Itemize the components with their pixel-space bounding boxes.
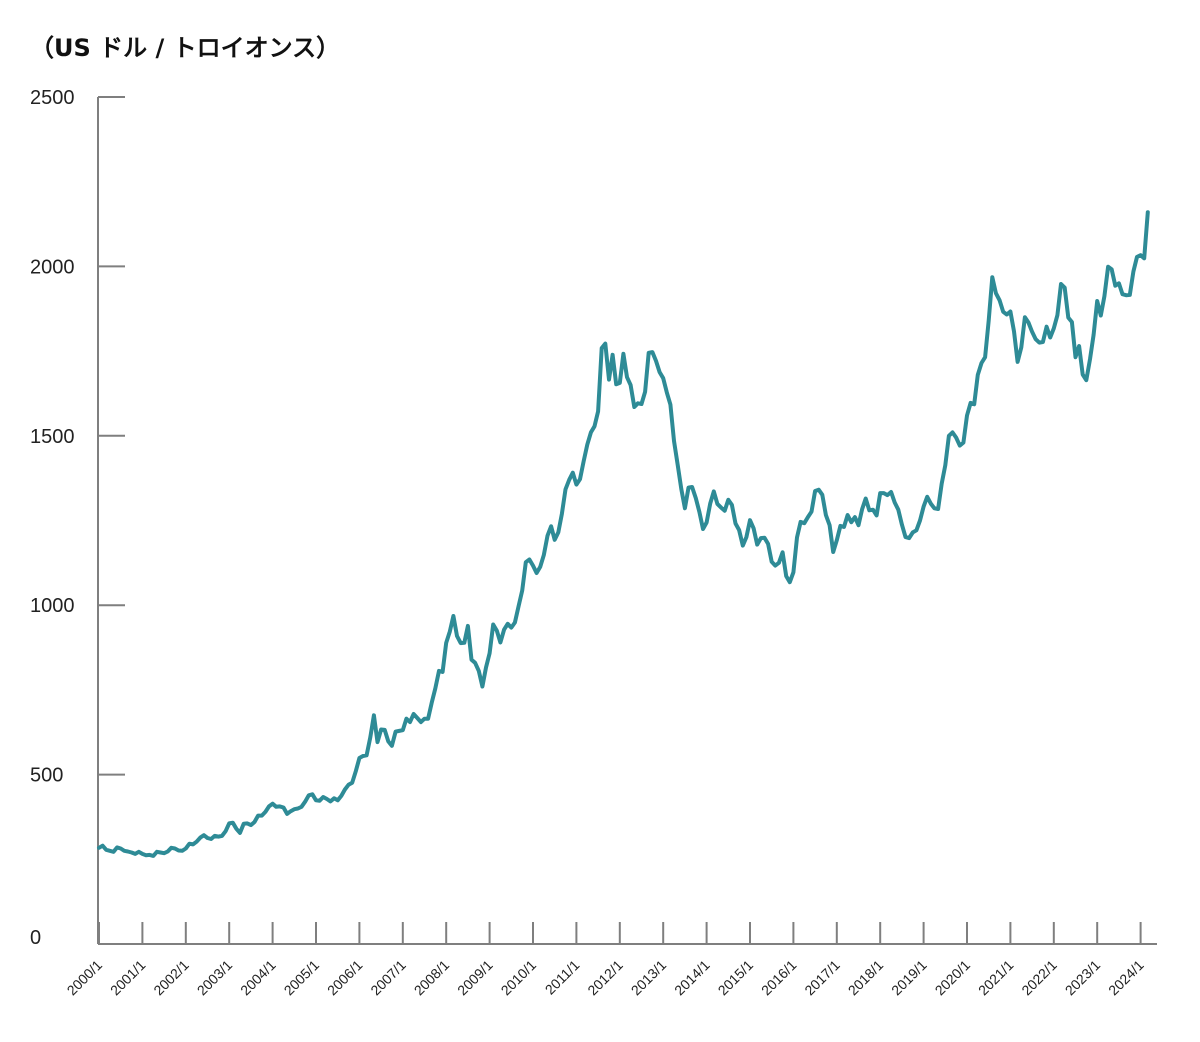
x-tick-label: 2016/1 [758, 957, 800, 999]
x-tick-label: 2000/1 [64, 957, 106, 999]
x-tick-label: 2002/1 [150, 957, 192, 999]
y-tick-label: 0 [30, 927, 41, 949]
x-tick-label: 2006/1 [324, 957, 366, 999]
gold-price-series-line [97, 210, 1150, 858]
x-tick-label: 2013/1 [628, 957, 670, 999]
y-tick-label: 500 [30, 765, 63, 787]
x-tick-label: 2004/1 [237, 957, 279, 999]
y-tick-label: 1000 [30, 595, 75, 617]
x-tick-label: 2019/1 [888, 957, 930, 999]
x-tick-label: 2012/1 [584, 957, 626, 999]
x-tick-label: 2018/1 [845, 957, 887, 999]
y-tick-label: 2500 [30, 87, 75, 109]
x-tick-label: 2001/1 [107, 957, 149, 999]
x-tick-label: 2011/1 [542, 957, 583, 998]
x-tick-label: 2022/1 [1018, 957, 1060, 999]
series-layer [97, 210, 1150, 858]
x-tick-label: 2005/1 [281, 957, 323, 999]
x-tick-label: 2020/1 [932, 957, 974, 999]
x-tick-label: 2015/1 [715, 957, 757, 999]
x-tick-label: 2009/1 [454, 957, 496, 999]
x-tick-label: 2014/1 [671, 957, 713, 999]
x-axis: 2000/1 2001/1 2002/1 2003/1 2004/1 2005/1 2006… [64, 922, 1157, 998]
unit-label: （US ドル / トロイオンス） [30, 34, 340, 62]
x-tick-label: 2010/1 [498, 957, 540, 999]
x-tick-label: 2007/1 [367, 957, 409, 999]
y-axis: 0 500 1000 1500 2000 2500 [30, 87, 125, 949]
y-tick-label: 2000 [30, 256, 75, 278]
x-tick-label: 2008/1 [411, 957, 453, 999]
x-tick-label: 2024/1 [1105, 957, 1147, 999]
x-tick-label: 2023/1 [1062, 957, 1104, 999]
x-tick-label: 2017/1 [801, 957, 843, 999]
x-tick-label: 2003/1 [194, 957, 236, 999]
x-tick-label: 2021/1 [975, 957, 1017, 999]
y-tick-label: 1500 [30, 426, 75, 448]
